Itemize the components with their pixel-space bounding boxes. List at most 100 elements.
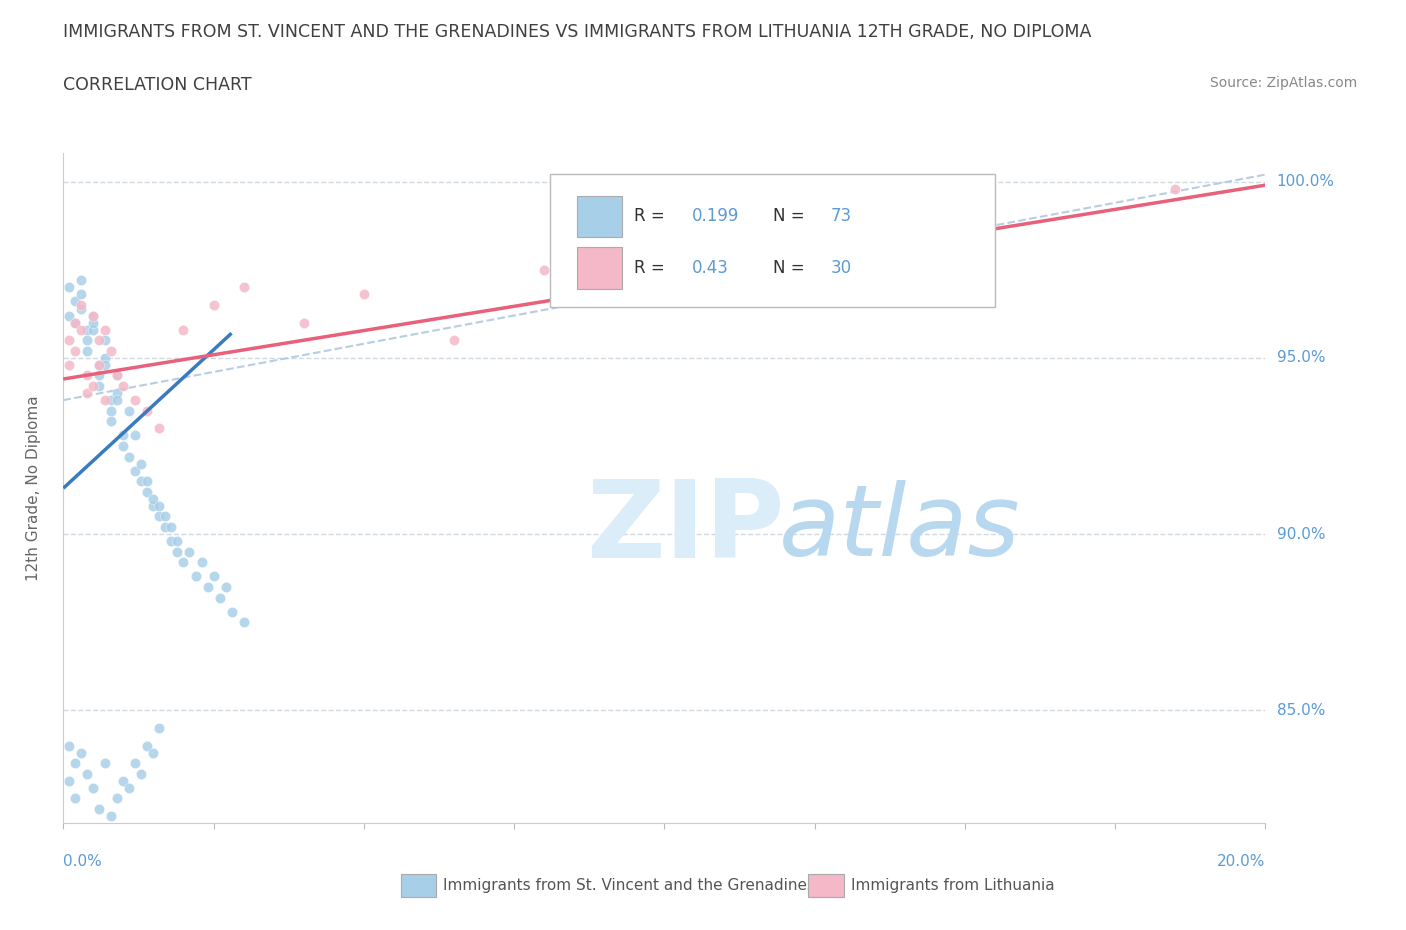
Point bbox=[89, 368, 111, 383]
Point bbox=[1164, 181, 1187, 196]
Point bbox=[148, 721, 170, 736]
Point bbox=[118, 404, 141, 418]
Text: 95.0%: 95.0% bbox=[1277, 351, 1324, 365]
Point bbox=[190, 555, 212, 570]
Point bbox=[94, 392, 117, 407]
Point bbox=[100, 343, 122, 358]
Point bbox=[89, 357, 111, 372]
Point bbox=[82, 315, 104, 330]
Point bbox=[70, 322, 93, 337]
Point bbox=[172, 322, 194, 337]
Point bbox=[58, 333, 80, 348]
Point bbox=[65, 790, 87, 805]
Point bbox=[533, 262, 555, 277]
Point bbox=[82, 308, 104, 323]
Point bbox=[124, 756, 146, 771]
Point bbox=[172, 555, 194, 570]
Point bbox=[166, 544, 188, 559]
Text: 0.0%: 0.0% bbox=[63, 854, 103, 869]
Point bbox=[76, 766, 98, 781]
Point bbox=[89, 379, 111, 393]
Point bbox=[82, 322, 104, 337]
Point bbox=[82, 780, 104, 795]
Point bbox=[131, 456, 153, 471]
Point bbox=[221, 604, 243, 619]
Text: 0.199: 0.199 bbox=[692, 207, 740, 225]
Point bbox=[65, 315, 87, 330]
Point bbox=[214, 579, 236, 594]
Text: 100.0%: 100.0% bbox=[1277, 174, 1334, 189]
Point bbox=[142, 745, 165, 760]
Point bbox=[70, 745, 93, 760]
Point bbox=[105, 386, 128, 401]
Point bbox=[65, 756, 87, 771]
Point bbox=[65, 343, 87, 358]
Point bbox=[89, 802, 111, 817]
Text: CORRELATION CHART: CORRELATION CHART bbox=[63, 76, 252, 94]
Point bbox=[136, 738, 159, 753]
Bar bbox=[576, 195, 623, 237]
Point bbox=[70, 272, 93, 287]
Point bbox=[100, 414, 122, 429]
Point bbox=[136, 473, 159, 488]
Point bbox=[70, 298, 93, 312]
Text: N =: N = bbox=[772, 207, 810, 225]
Text: 0.43: 0.43 bbox=[692, 259, 728, 277]
Point bbox=[155, 520, 177, 535]
Text: IMMIGRANTS FROM ST. VINCENT AND THE GRENADINES VS IMMIGRANTS FROM LITHUANIA 12TH: IMMIGRANTS FROM ST. VINCENT AND THE GREN… bbox=[63, 23, 1091, 41]
Point bbox=[70, 301, 93, 316]
Point bbox=[82, 308, 104, 323]
Point bbox=[142, 491, 165, 506]
Point bbox=[142, 498, 165, 513]
Point bbox=[202, 569, 225, 584]
Point bbox=[76, 368, 98, 383]
Point bbox=[232, 615, 254, 630]
Point bbox=[160, 520, 183, 535]
Text: 30: 30 bbox=[830, 259, 852, 277]
Point bbox=[118, 449, 141, 464]
Point bbox=[70, 287, 93, 302]
Point bbox=[208, 590, 231, 604]
Point bbox=[76, 322, 98, 337]
Text: Immigrants from St. Vincent and the Grenadines: Immigrants from St. Vincent and the Gren… bbox=[443, 878, 815, 893]
Point bbox=[112, 428, 135, 443]
Point bbox=[112, 774, 135, 789]
Text: Immigrants from Lithuania: Immigrants from Lithuania bbox=[851, 878, 1054, 893]
Point bbox=[58, 774, 80, 789]
Point bbox=[58, 357, 80, 372]
Text: 20.0%: 20.0% bbox=[1218, 854, 1265, 869]
Point bbox=[443, 333, 465, 348]
Point bbox=[124, 463, 146, 478]
Bar bbox=[576, 247, 623, 288]
Point bbox=[112, 379, 135, 393]
Text: ZIP: ZIP bbox=[586, 475, 785, 581]
Point bbox=[112, 439, 135, 454]
Point bbox=[105, 368, 128, 383]
Point bbox=[94, 333, 117, 348]
Point bbox=[148, 509, 170, 524]
Point bbox=[76, 333, 98, 348]
Point bbox=[65, 294, 87, 309]
Point bbox=[124, 392, 146, 407]
Point bbox=[148, 498, 170, 513]
Point bbox=[105, 790, 128, 805]
Point bbox=[76, 386, 98, 401]
Point bbox=[89, 333, 111, 348]
Point bbox=[89, 357, 111, 372]
Point bbox=[58, 738, 80, 753]
Point bbox=[131, 766, 153, 781]
Point bbox=[105, 368, 128, 383]
Point bbox=[160, 534, 183, 549]
Point bbox=[652, 227, 676, 242]
Point bbox=[155, 509, 177, 524]
Point bbox=[202, 298, 225, 312]
Point bbox=[94, 357, 117, 372]
Point bbox=[953, 209, 976, 224]
Point bbox=[105, 392, 128, 407]
Point bbox=[197, 579, 219, 594]
Point bbox=[353, 287, 375, 302]
Point bbox=[148, 421, 170, 436]
Text: Source: ZipAtlas.com: Source: ZipAtlas.com bbox=[1209, 76, 1357, 90]
Point bbox=[184, 569, 207, 584]
FancyBboxPatch shape bbox=[550, 174, 995, 308]
